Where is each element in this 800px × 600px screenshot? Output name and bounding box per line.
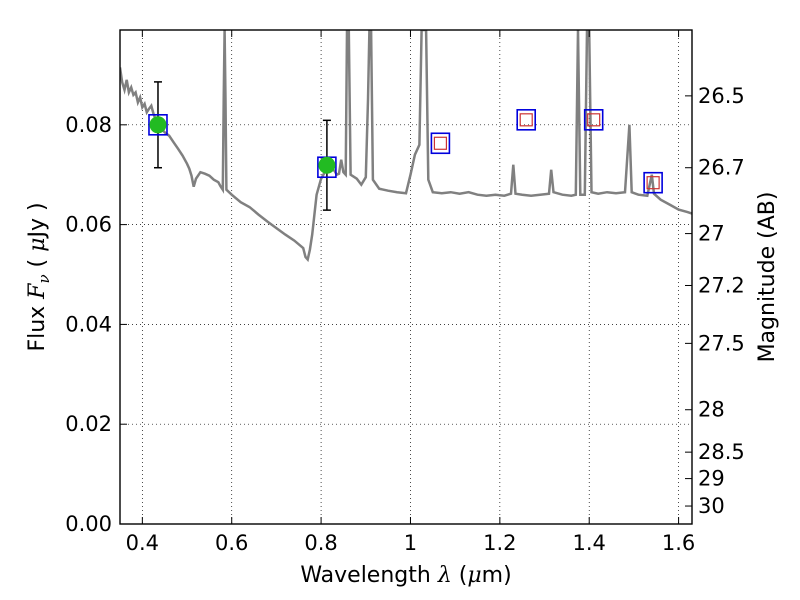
right-tick-label: 27 <box>698 222 725 246</box>
band-box-marker <box>430 132 451 155</box>
right-tick-label: 26.7 <box>698 156 745 180</box>
model-phot-marker <box>519 113 533 127</box>
y-tick-label: 0.00 <box>65 512 112 536</box>
x-tick-label: 1.4 <box>573 531 606 555</box>
y-tick-label: 0.08 <box>65 113 112 137</box>
y-tick-label: 0.02 <box>65 412 112 436</box>
right-tick-label: 28 <box>698 398 725 422</box>
x-tick-label: 0.8 <box>304 531 337 555</box>
model-phot-marker <box>433 136 448 150</box>
right-tick-label: 29 <box>698 467 725 491</box>
band-box-marker <box>148 114 168 136</box>
x-tick-label: 0.4 <box>126 531 159 555</box>
right-tick-label: 30 <box>698 494 725 518</box>
y-tick-label: 0.04 <box>65 312 112 336</box>
right-tick-label: 28.5 <box>698 440 745 464</box>
right-tick-label: 27.2 <box>698 273 745 297</box>
x-tick-label: 1.2 <box>483 531 516 555</box>
model-spectrum <box>120 30 692 263</box>
band-box-marker <box>583 109 604 131</box>
model-spectrum-line <box>120 30 692 263</box>
x-tick-label: 1 <box>404 531 417 555</box>
grid-lines <box>120 30 692 524</box>
y-axis-label-right: Magnitude (AB) <box>755 192 780 363</box>
x-tick-label: 0.6 <box>215 531 248 555</box>
x-tick-label: 1.6 <box>662 531 695 555</box>
right-tick-label: 26.5 <box>698 84 745 108</box>
observed-point <box>149 116 167 134</box>
axis-ticks: 0.4 0.6 0.8 1 1.2 1.4 1.6 0.00 0.02 0.04 0.06 0.08 2… <box>65 30 745 555</box>
observed-point <box>318 156 336 174</box>
photometry-markers <box>148 81 663 211</box>
model-phot-marker <box>646 176 660 190</box>
band-box-marker <box>643 171 663 194</box>
right-tick-label: 27.5 <box>698 331 745 355</box>
band-box-marker <box>516 109 537 131</box>
model-phot-marker <box>587 113 601 127</box>
y-tick-label: 0.06 <box>65 213 112 237</box>
x-axis-label: Wavelength λ (μm) <box>300 563 511 588</box>
plot-frame <box>119 29 693 525</box>
y-axis-label-left: Flux Fν ( μJy ) <box>25 202 53 351</box>
